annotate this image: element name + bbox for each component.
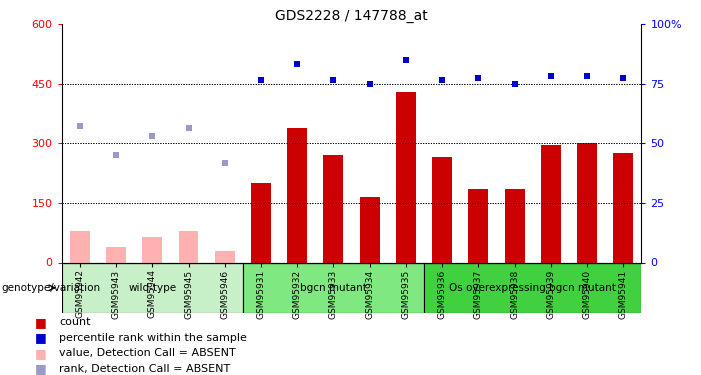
Point xyxy=(509,81,520,87)
Point xyxy=(364,81,375,87)
Title: GDS2228 / 147788_at: GDS2228 / 147788_at xyxy=(275,9,428,23)
Bar xyxy=(468,189,489,262)
Point xyxy=(437,77,448,83)
Point xyxy=(255,77,266,83)
Point xyxy=(545,73,557,79)
Bar xyxy=(70,231,90,262)
Text: ■: ■ xyxy=(34,362,46,375)
Text: percentile rank within the sample: percentile rank within the sample xyxy=(59,333,247,343)
Text: genotype/variation: genotype/variation xyxy=(1,283,100,293)
Text: bgcn mutant: bgcn mutant xyxy=(300,283,367,293)
Bar xyxy=(505,189,524,262)
Bar xyxy=(433,158,452,262)
Point xyxy=(147,132,158,138)
Point xyxy=(74,123,86,129)
Point xyxy=(618,75,629,81)
Bar xyxy=(215,251,235,262)
Text: Os overexpressing bgcn mutant: Os overexpressing bgcn mutant xyxy=(449,283,616,293)
Point xyxy=(183,124,194,130)
Bar xyxy=(360,197,380,262)
Bar xyxy=(613,153,633,262)
Text: ■: ■ xyxy=(34,332,46,344)
Text: rank, Detection Call = ABSENT: rank, Detection Call = ABSENT xyxy=(59,364,230,374)
Bar xyxy=(142,237,162,262)
FancyBboxPatch shape xyxy=(62,24,641,262)
Point xyxy=(400,57,411,63)
Bar xyxy=(396,92,416,262)
Bar xyxy=(243,262,424,313)
Text: count: count xyxy=(59,317,90,327)
Bar xyxy=(287,128,307,262)
Bar xyxy=(251,183,271,262)
Point xyxy=(472,75,484,81)
Point xyxy=(219,160,231,166)
Bar xyxy=(541,146,561,262)
Bar xyxy=(179,231,198,262)
Bar xyxy=(106,247,126,262)
Text: value, Detection Call = ABSENT: value, Detection Call = ABSENT xyxy=(59,348,236,358)
Text: ■: ■ xyxy=(34,316,46,329)
Bar xyxy=(577,144,597,262)
Point xyxy=(292,61,303,67)
Point xyxy=(111,152,122,158)
Bar xyxy=(424,262,641,313)
Bar xyxy=(323,155,343,262)
Bar xyxy=(62,24,641,262)
Text: ■: ■ xyxy=(34,347,46,360)
Point xyxy=(328,77,339,83)
Bar xyxy=(62,262,243,313)
Point xyxy=(581,73,592,79)
Text: wild-type: wild-type xyxy=(128,283,177,293)
FancyBboxPatch shape xyxy=(62,24,641,262)
